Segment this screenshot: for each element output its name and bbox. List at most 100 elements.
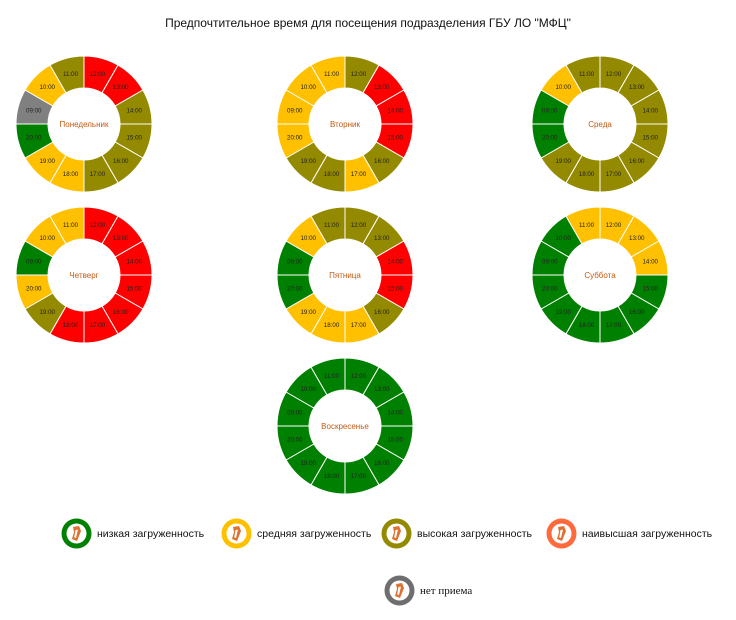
segment-time-label: 13:00: [113, 84, 129, 91]
segment-time-label: 18:00: [579, 171, 595, 178]
segment-time-label: 12:00: [351, 373, 367, 380]
segment-time-label: 09:00: [287, 108, 303, 115]
segment-time-label: 20:00: [26, 134, 42, 141]
segment-time-label: 18:00: [63, 171, 79, 178]
donut-segment: [49, 206, 85, 245]
segment-time-label: 14:00: [387, 410, 403, 417]
segment-time-label: 15:00: [387, 285, 403, 292]
segment-time-label: 11:00: [579, 222, 595, 229]
segment-time-label: 13:00: [629, 235, 645, 242]
segment-time-label: 19:00: [39, 309, 55, 316]
segment-time-label: 12:00: [606, 71, 622, 78]
legend-item-highest: наивысшая загруженность: [545, 517, 712, 550]
segment-time-label: 16:00: [374, 158, 390, 165]
segment-time-label: 12:00: [90, 222, 106, 229]
mfc-logo-icon: [221, 518, 252, 549]
mfc-logo-icon: [384, 575, 415, 606]
page-title: Предпочтительное время для посещения под…: [165, 16, 571, 30]
legend-label: высокая загруженность: [417, 527, 533, 540]
segment-time-label: 11:00: [63, 222, 79, 229]
segment-time-label: 19:00: [39, 158, 55, 165]
segment-time-label: 14:00: [642, 259, 658, 266]
donut-segment: [310, 357, 346, 396]
segment-time-label: 12:00: [351, 71, 367, 78]
segment-time-label: 19:00: [300, 158, 316, 165]
segment-time-label: 19:00: [300, 309, 316, 316]
segment-time-label: 11:00: [324, 222, 340, 229]
donut-5: 12:00 13:00 14:00 15:00 16:00 17:00 18:00 19:00…: [276, 206, 414, 344]
segment-time-label: 17:00: [351, 473, 367, 480]
donut-1: 12:00 13:00 14:00 15:00 16:00 17:00 18:00 19:00…: [15, 55, 153, 193]
segment-time-label: 10:00: [555, 84, 571, 91]
segment-time-label: 16:00: [374, 309, 390, 316]
segment-time-label: 14:00: [387, 259, 403, 266]
segment-time-label: 15:00: [387, 134, 403, 141]
segment-time-label: 16:00: [374, 460, 390, 467]
day-label: Воскресенье: [321, 422, 369, 431]
segment-time-label: 18:00: [324, 473, 340, 480]
segment-time-label: 09:00: [287, 410, 303, 417]
mfc-logo-icon: [381, 518, 412, 549]
segment-time-label: 14:00: [126, 108, 142, 115]
segment-time-label: 10:00: [39, 235, 55, 242]
day-label: Четверг: [69, 271, 98, 280]
segment-time-label: 15:00: [642, 285, 658, 292]
segment-time-label: 12:00: [90, 71, 106, 78]
segment-time-label: 13:00: [629, 84, 645, 91]
segment-time-label: 18:00: [63, 322, 79, 329]
segment-time-label: 09:00: [26, 108, 42, 115]
donut-4: 12:00 13:00 14:00 15:00 16:00 17:00 18:00 19:00…: [15, 206, 153, 344]
segment-time-label: 13:00: [374, 235, 390, 242]
segment-time-label: 17:00: [606, 322, 622, 329]
segment-time-label: 20:00: [287, 285, 303, 292]
donut-segment: [310, 55, 346, 94]
segment-time-label: 10:00: [39, 84, 55, 91]
donut-segment: [310, 206, 346, 245]
segment-time-label: 17:00: [90, 171, 106, 178]
segment-time-label: 14:00: [126, 259, 142, 266]
segment-time-label: 16:00: [629, 309, 645, 316]
segment-time-label: 15:00: [642, 134, 658, 141]
segment-time-label: 19:00: [300, 460, 316, 467]
segment-time-label: 10:00: [300, 386, 316, 393]
segment-time-label: 18:00: [324, 322, 340, 329]
donut-6: 12:00 13:00 14:00 15:00 16:00 17:00 18:00 19:00…: [531, 206, 669, 344]
donut-segment: [565, 55, 601, 94]
segment-time-label: 14:00: [387, 108, 403, 115]
day-label: Среда: [588, 120, 612, 129]
segment-time-label: 20:00: [287, 134, 303, 141]
legend-label: наивысшая загруженность: [582, 527, 713, 540]
day-label: Понедельник: [60, 120, 109, 129]
segment-time-label: 10:00: [300, 84, 316, 91]
day-label: Пятница: [329, 271, 361, 280]
mfc-logo-icon: [546, 518, 577, 549]
segment-time-label: 20:00: [542, 285, 558, 292]
segment-time-label: 09:00: [542, 108, 558, 115]
segment-time-label: 19:00: [555, 309, 571, 316]
mfc-logo-icon: [61, 518, 92, 549]
segment-time-label: 12:00: [606, 222, 622, 229]
segment-time-label: 11:00: [579, 71, 595, 78]
segment-time-label: 17:00: [351, 322, 367, 329]
legend-item-medium: средняя загруженность: [220, 517, 371, 550]
segment-time-label: 20:00: [26, 285, 42, 292]
segment-time-label: 15:00: [126, 134, 142, 141]
legend-label: средняя загруженность: [257, 527, 372, 540]
segment-time-label: 09:00: [26, 259, 42, 266]
donut-segment: [49, 55, 85, 94]
donut-3: 12:00 13:00 14:00 15:00 16:00 17:00 18:00 19:00…: [531, 55, 669, 193]
legend-item-closed: нет приема: [383, 574, 472, 607]
segment-time-label: 11:00: [324, 71, 340, 78]
segment-time-label: 13:00: [374, 386, 390, 393]
segment-time-label: 15:00: [126, 285, 142, 292]
segment-time-label: 17:00: [351, 171, 367, 178]
segment-time-label: 18:00: [579, 322, 595, 329]
day-label: Суббота: [584, 271, 616, 280]
segment-time-label: 11:00: [324, 373, 340, 380]
legend-item-low: низкая загруженность: [60, 517, 204, 550]
segment-time-label: 09:00: [542, 259, 558, 266]
segment-time-label: 10:00: [555, 235, 571, 242]
donut-2: 12:00 13:00 14:00 15:00 16:00 17:00 18:00 19:00…: [276, 55, 414, 193]
legend-item-high: высокая загруженность: [380, 517, 532, 550]
